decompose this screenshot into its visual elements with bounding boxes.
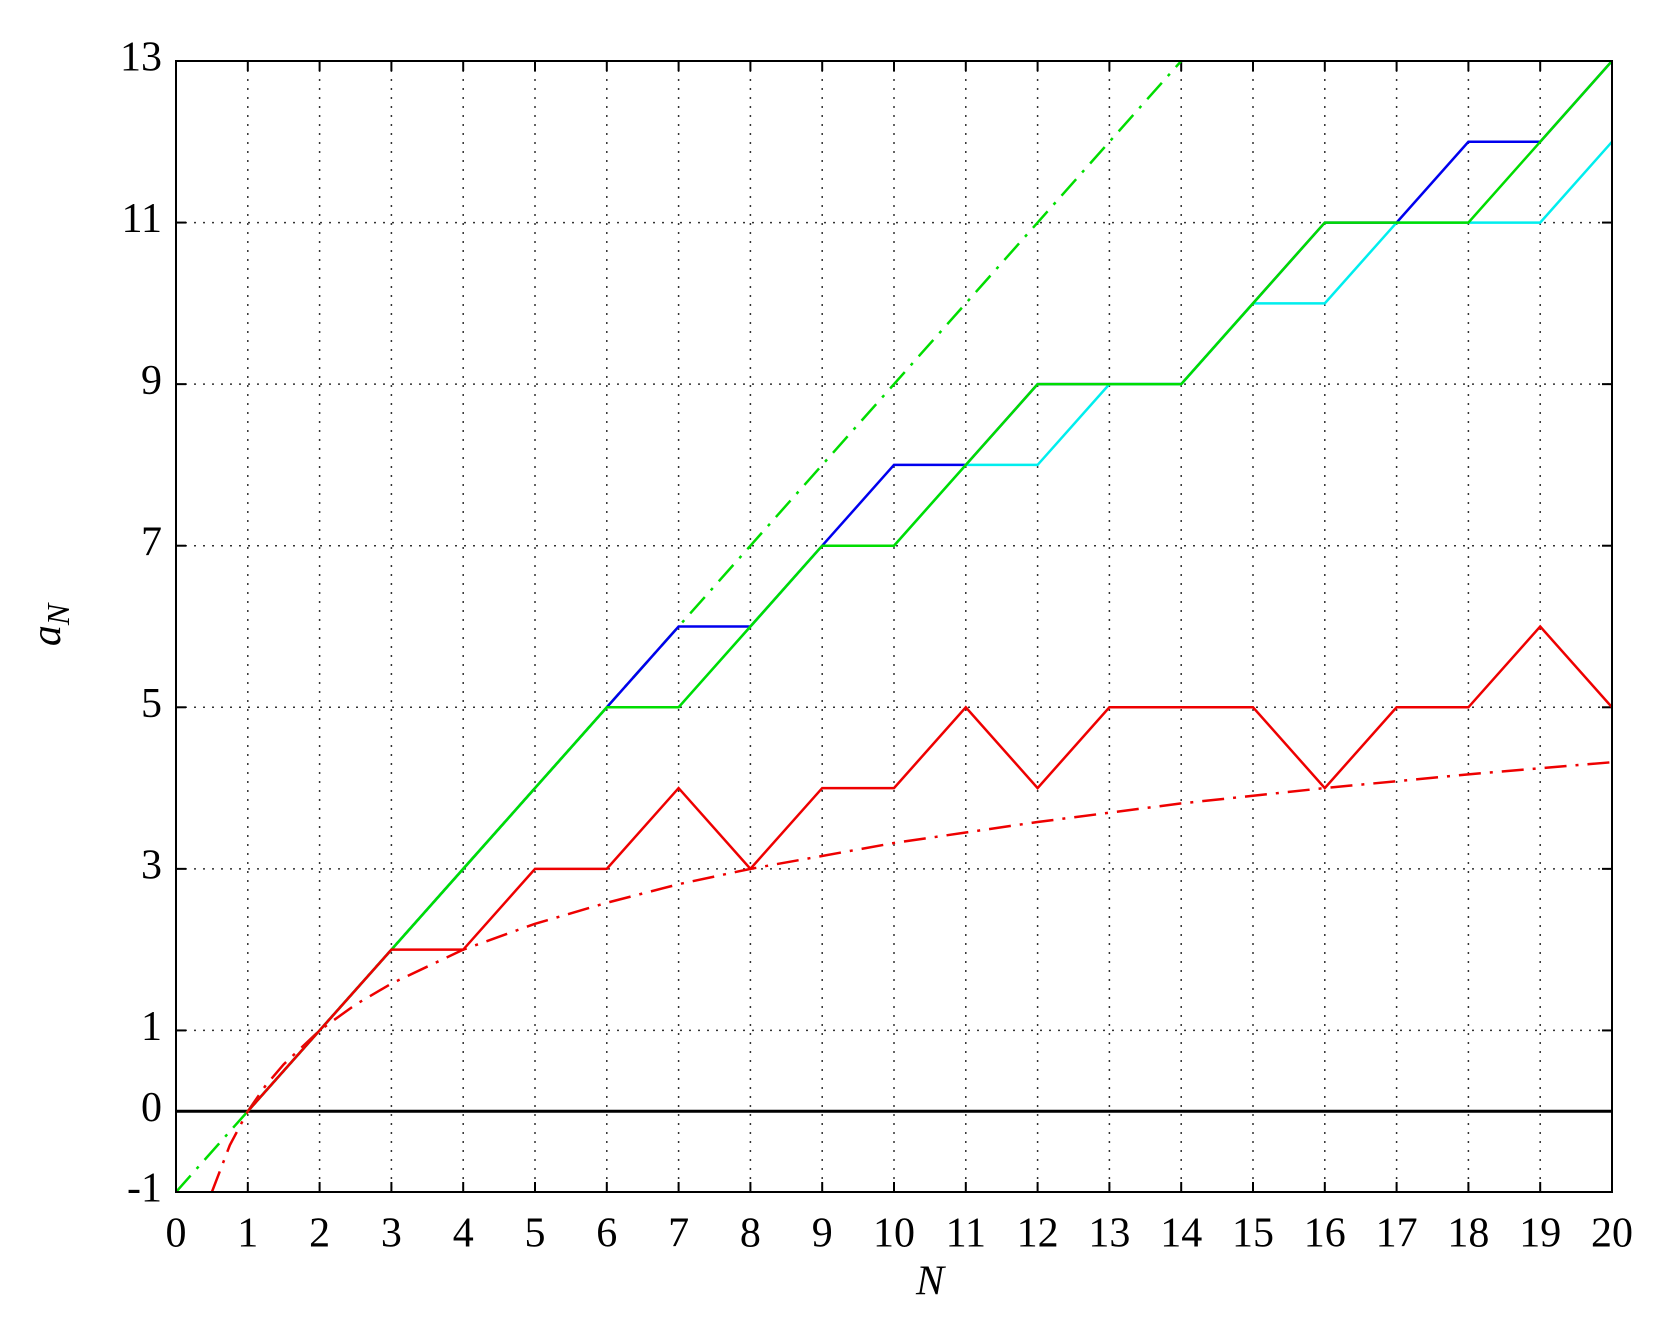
series-line xyxy=(246,624,1612,1113)
x-tick-label: 16 xyxy=(1304,1211,1346,1257)
x-tick-label: 8 xyxy=(740,1211,761,1257)
x-tick-label: 4 xyxy=(453,1211,474,1257)
y-tick-label: -1 xyxy=(127,1166,162,1212)
x-tick-label: 15 xyxy=(1232,1211,1274,1257)
x-tick-label: 18 xyxy=(1447,1211,1489,1257)
y-tick-label: 7 xyxy=(141,519,162,565)
y-label-main: a xyxy=(24,625,70,646)
x-axis-label: N xyxy=(915,1259,946,1305)
x-tick-label: 9 xyxy=(812,1211,833,1257)
series-line xyxy=(246,140,1612,1113)
x-tick-label: 5 xyxy=(525,1211,546,1257)
y-tick-label: 5 xyxy=(141,681,162,727)
x-tick-label: 0 xyxy=(166,1211,187,1257)
x-tick-label: 2 xyxy=(309,1211,330,1257)
x-tick-label: 7 xyxy=(668,1211,689,1257)
y-tick-label: 9 xyxy=(141,358,162,404)
x-tick-label: 10 xyxy=(873,1211,915,1257)
y-tick-label: 1 xyxy=(141,1004,162,1050)
series-line xyxy=(176,61,1183,1192)
x-tick-label: 13 xyxy=(1088,1211,1130,1257)
plot-frame xyxy=(175,60,1613,1193)
y-tick-label: 3 xyxy=(141,842,162,888)
x-tick-label: 14 xyxy=(1160,1211,1202,1257)
x-tick-label: 20 xyxy=(1591,1211,1633,1257)
x-tick-label: 1 xyxy=(237,1211,258,1257)
series-line xyxy=(246,61,1612,1113)
x-tick-label: 12 xyxy=(1017,1211,1059,1257)
y-tick-label: 11 xyxy=(122,196,162,242)
y-axis-label: aN xyxy=(24,602,77,646)
x-tick-label: 11 xyxy=(946,1211,986,1257)
series-line xyxy=(210,760,1612,1192)
x-tick-label: 17 xyxy=(1376,1211,1418,1257)
x-tick-label: 3 xyxy=(381,1211,402,1257)
x-tick-label: 6 xyxy=(596,1211,617,1257)
x-tick-label: 19 xyxy=(1519,1211,1561,1257)
y-label-sub: N xyxy=(40,602,76,626)
y-tick-label: 0 xyxy=(141,1085,162,1131)
y-tick-label: 13 xyxy=(120,35,162,81)
